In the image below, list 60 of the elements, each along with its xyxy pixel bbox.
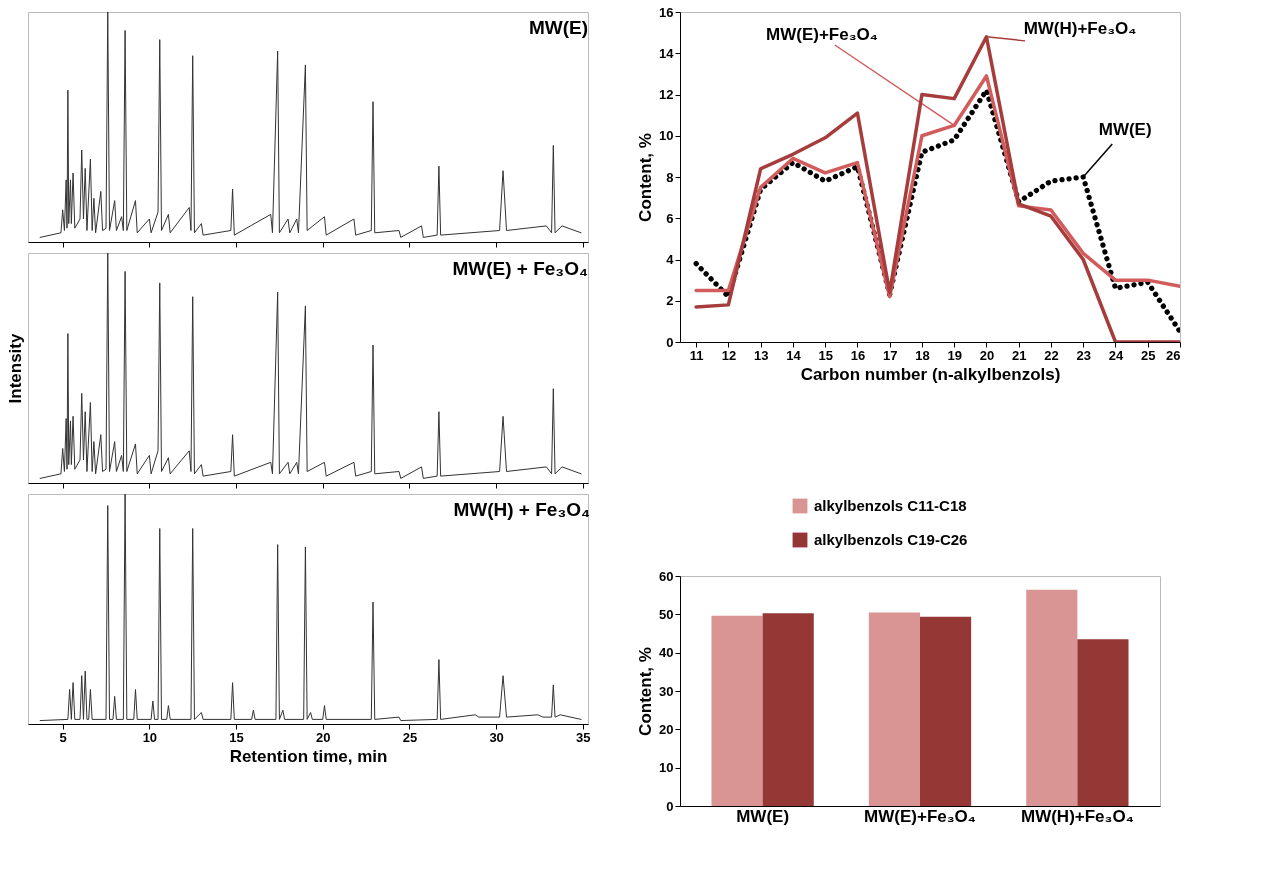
x-axis-title: Retention time, min [229, 746, 388, 766]
legend-label: alkylbenzols C11-C18 [814, 497, 967, 514]
y-tick-label: 16 [659, 4, 674, 20]
chart-title: MW(H) + Fe₃O₄ [453, 499, 591, 520]
y-tick-label: 6 [666, 210, 674, 226]
y-axis-title: Intensity [5, 333, 25, 404]
y-axis-title: Content, % [636, 647, 656, 736]
y-tick-label: 50 [659, 606, 674, 622]
x-tick-label: 25 [1141, 347, 1156, 363]
x-tick-label: 12 [721, 347, 737, 363]
x-tick-label: 30 [489, 729, 504, 745]
x-tick-label: 14 [786, 347, 802, 363]
y-tick-label: 2 [666, 293, 674, 309]
y-tick-label: 60 [659, 568, 674, 584]
legend-label: alkylbenzols C19-C26 [814, 531, 968, 548]
x-tick-label: 16 [850, 347, 866, 363]
legend-label: MW(H)+Fe₃O₄ [1023, 18, 1137, 38]
x-tick-label: 20 [979, 347, 995, 363]
y-tick-label: 10 [659, 760, 674, 776]
x-tick-label: 15 [229, 729, 244, 745]
text: MW(E) [1098, 119, 1152, 139]
x-tick-label: 21 [1011, 347, 1027, 363]
x-tick-label: 15 [818, 347, 833, 363]
chart-title: MW(E) + Fe₃O₄ [452, 258, 588, 279]
x-axis-title: Carbon number (n-alkylbenzols) [800, 364, 1061, 384]
x-tick-label: 11 [689, 347, 704, 363]
x-tick-label: MW(E) [736, 806, 790, 826]
y-tick-label: 30 [659, 683, 674, 699]
y-tick-label: 4 [666, 252, 675, 267]
bar [920, 616, 972, 806]
y-tick-label: 0 [666, 334, 674, 350]
bar [711, 615, 763, 806]
y-tick-label: 40 [659, 645, 674, 661]
y-tick-label: 0 [666, 798, 674, 814]
x-tick-label: 26 [1166, 347, 1181, 363]
bar [1026, 589, 1078, 806]
x-tick-label: 35 [576, 729, 591, 745]
y-tick-label: 12 [659, 87, 674, 102]
y-tick-label: 8 [666, 169, 674, 185]
y-axis-title: Content, % [636, 133, 656, 222]
chart-title: MW(E) [528, 17, 588, 38]
x-tick-label: 5 [59, 729, 67, 745]
bar [868, 612, 920, 806]
x-tick-label: 17 [882, 347, 898, 363]
x-tick-label: MW(E)+Fe₃O₄ [864, 806, 976, 826]
x-tick-label: 20 [316, 729, 331, 745]
x-tick-label: 25 [402, 729, 418, 745]
x-tick-label: 13 [753, 347, 769, 363]
text: MW(E)+Fe₃O₄ [766, 24, 878, 44]
bar [1077, 639, 1129, 806]
x-tick-label: 23 [1076, 347, 1091, 363]
y-tick-label: 10 [659, 128, 674, 144]
x-tick-label: 24 [1108, 347, 1124, 363]
x-tick-label: 19 [947, 347, 962, 363]
x-tick-label: 18 [915, 347, 930, 363]
bar [762, 613, 814, 806]
x-tick-label: MW(H)+Fe₃O₄ [1020, 806, 1134, 826]
x-tick-label: 22 [1044, 347, 1059, 363]
y-tick-label: 14 [659, 45, 675, 61]
x-tick-label: 10 [142, 729, 158, 745]
